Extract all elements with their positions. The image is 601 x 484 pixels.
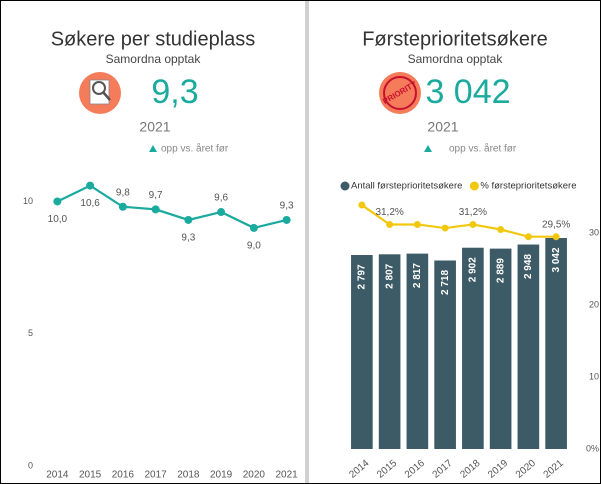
data-label: 2 797	[357, 264, 368, 289]
trend-arrow	[149, 145, 157, 152]
data-label: 3 042	[551, 247, 562, 272]
y-tick-label: 10	[23, 196, 33, 206]
data-label: 10,6	[80, 198, 100, 209]
data-label: 9,7	[149, 190, 163, 201]
bar	[378, 254, 401, 449]
x-tick-label: 2017	[145, 470, 168, 481]
x-tick-label: 2018	[177, 470, 200, 481]
data-label: 31,2%	[459, 207, 487, 218]
y-tick-label: 5	[28, 328, 33, 338]
data-label: 10,0	[48, 214, 68, 225]
x-tick-label: 2020	[243, 470, 266, 481]
x-tick-label: 2019	[210, 470, 233, 481]
bar	[462, 247, 484, 449]
data-label: 2 807	[384, 263, 395, 288]
point	[524, 233, 532, 241]
data-label: 2 948	[523, 254, 534, 279]
chart-title: Førsteprioritetsøkere	[362, 28, 548, 50]
x-tick-label: 2015	[79, 470, 102, 481]
x-tick-label: 2014	[46, 470, 69, 481]
y2-tick-label: 30	[589, 227, 599, 237]
point	[469, 220, 477, 228]
x-tick-label: 2021	[276, 470, 299, 481]
kpi-year: 2021	[139, 119, 170, 135]
trend-arrow	[424, 145, 432, 152]
line	[361, 204, 557, 238]
data-label: 9,3	[280, 201, 294, 212]
kpi-year: 2021	[427, 119, 458, 135]
y2-tick-label: 20	[589, 299, 599, 309]
bar	[406, 253, 429, 449]
kpi-icon	[79, 72, 121, 114]
kpi-value: 3 042	[425, 73, 510, 111]
x-tick-label: 2016	[112, 470, 135, 481]
data-label: 2 817	[412, 263, 423, 288]
data-label: 31,2%	[375, 207, 403, 218]
point	[386, 220, 394, 228]
kpi-note: opp vs. året før	[161, 143, 229, 155]
legend-label: Antall førsteprioritetsøkere	[351, 181, 462, 192]
y-tick-label: 0	[28, 460, 33, 470]
data-label: 2 902	[468, 257, 479, 282]
point	[217, 208, 226, 217]
divider	[305, 1, 309, 483]
point	[184, 215, 193, 224]
data-label: 2 718	[440, 270, 451, 295]
y2-tick-label: 10	[589, 371, 599, 381]
data-label: 29,5%	[542, 219, 570, 230]
bar	[351, 255, 373, 449]
point	[282, 215, 291, 224]
legend-swatch	[469, 181, 479, 191]
point	[358, 201, 366, 209]
data-label: 9,8	[116, 187, 130, 198]
chart-subtitle: Samordna opptak	[408, 52, 504, 66]
data-label: 9,6	[214, 193, 228, 204]
point	[53, 197, 62, 206]
line	[56, 184, 287, 230]
legend-label: % førsteprioritetsøkere	[480, 181, 576, 192]
point	[413, 220, 421, 228]
point	[552, 233, 560, 241]
point	[249, 223, 258, 232]
y2-tick-label: 0%	[586, 443, 599, 453]
point	[118, 202, 127, 211]
kpi-note: opp vs. året før	[449, 143, 517, 155]
point	[151, 205, 160, 214]
point	[497, 226, 505, 234]
point	[86, 181, 95, 190]
data-label: 9,3	[181, 233, 195, 244]
data-label: 2 889	[495, 258, 506, 283]
chart-subtitle: Samordna opptak	[106, 52, 202, 66]
bar	[489, 248, 512, 449]
data-label: 9,0	[247, 241, 261, 252]
bar	[434, 260, 456, 449]
point	[441, 224, 449, 232]
legend-swatch	[340, 181, 350, 191]
chart-title: Søkere per studieplass	[51, 28, 256, 50]
bar	[545, 238, 567, 449]
bar	[517, 244, 540, 449]
kpi-value: 9,3	[151, 73, 198, 111]
kpi-icon: PRIORITY	[379, 72, 421, 114]
